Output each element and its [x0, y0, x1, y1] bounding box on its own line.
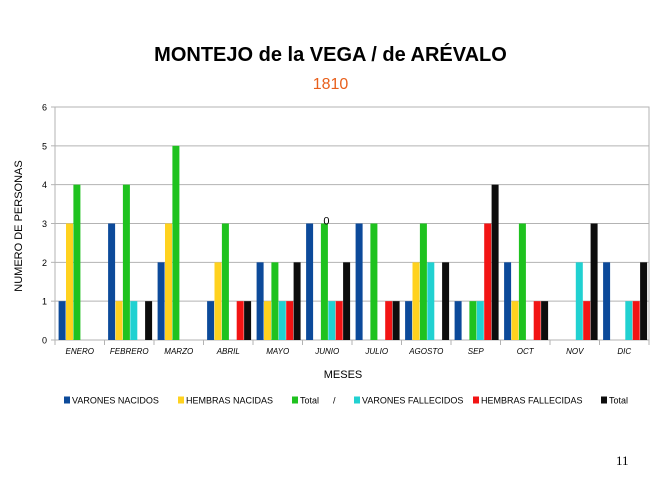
bar [370, 223, 378, 340]
bar [271, 262, 279, 340]
y-tick-label: 3 [42, 219, 47, 229]
bar [454, 301, 462, 340]
chart-subtitle: 1810 [312, 76, 349, 93]
legend-label: VARONES NACIDOS [72, 396, 159, 406]
bar [256, 262, 264, 340]
bar [221, 223, 229, 340]
bar [58, 301, 66, 340]
legend-swatch [354, 396, 360, 404]
y-tick-label: 4 [42, 180, 47, 190]
bar [469, 301, 477, 340]
bar [518, 223, 526, 340]
bar [625, 301, 633, 340]
bar [278, 301, 286, 340]
x-tick-label: MAYO [266, 347, 289, 356]
bar [590, 223, 598, 340]
legend-label: Total [609, 396, 628, 406]
bar [442, 262, 450, 340]
bar [73, 184, 81, 340]
legend-swatch [473, 396, 479, 404]
x-tick-label: JUNIO [314, 347, 339, 356]
x-tick-label: NOV [566, 347, 584, 356]
bar [306, 223, 314, 340]
bar [632, 301, 640, 340]
x-tick-label: ENERO [66, 347, 94, 356]
y-tick-label: 2 [42, 258, 47, 268]
bar [244, 301, 252, 340]
bar [476, 301, 484, 340]
bar [130, 301, 138, 340]
bar [165, 223, 172, 340]
x-tick-label: FEBRERO [110, 347, 149, 356]
data-label: 0 [323, 216, 329, 228]
bar [343, 262, 351, 340]
bar [541, 301, 549, 340]
x-tick-label: ABRIL [216, 347, 240, 356]
bar [484, 223, 492, 340]
bar [405, 301, 413, 340]
y-tick-label: 1 [42, 297, 47, 307]
page-number: 11 [616, 453, 629, 468]
x-tick-label: SEP [468, 347, 485, 356]
bar [157, 262, 165, 340]
legend-label: Total [300, 396, 319, 406]
y-tick-label: 0 [42, 336, 47, 346]
bar [122, 184, 130, 340]
x-tick-label: MARZO [164, 347, 193, 356]
bar [214, 262, 222, 340]
y-tick-label: 6 [42, 103, 47, 113]
bar [172, 145, 180, 340]
x-tick-label: AGOSTO [408, 347, 443, 356]
bar [511, 301, 519, 340]
y-tick-label: 5 [42, 141, 47, 151]
bar [427, 262, 435, 340]
x-tick-label: OCT [517, 347, 535, 356]
bar [640, 262, 648, 340]
bar [603, 262, 611, 340]
legend-label: VARONES FALLECIDOS [362, 396, 463, 406]
bar [236, 301, 244, 340]
bar [575, 262, 583, 340]
bar [385, 301, 393, 340]
legend-swatch [292, 396, 298, 404]
legend-separator: / [333, 396, 336, 406]
bar [286, 301, 294, 340]
bar [419, 223, 427, 340]
bar [412, 262, 420, 340]
bar [264, 301, 271, 340]
bar [108, 223, 116, 340]
x-tick-label: JULIO [364, 347, 388, 356]
legend-label: HEMBRAS FALLECIDAS [481, 396, 583, 406]
legend-swatch [601, 396, 607, 404]
bar [207, 301, 215, 340]
bar [145, 301, 153, 340]
bar [355, 223, 363, 340]
x-tick-label: DIC [617, 347, 631, 356]
chart-title: MONTEJO de la VEGA / de ARÉVALO [154, 44, 507, 66]
bar [320, 223, 328, 340]
y-axis-title: NUMERO DE PERSONAS [13, 160, 25, 291]
bar [335, 301, 343, 340]
bar [115, 301, 123, 340]
x-axis-title: MESES [324, 369, 363, 381]
bar [392, 301, 400, 340]
bar [66, 223, 73, 340]
bar [583, 301, 591, 340]
legend-swatch [64, 396, 70, 404]
bar [504, 262, 512, 340]
bar [491, 184, 499, 340]
legend-label: HEMBRAS NACIDAS [186, 396, 273, 406]
bar [293, 262, 301, 340]
bar [328, 301, 336, 340]
bar [533, 301, 541, 340]
legend-swatch [178, 396, 184, 404]
